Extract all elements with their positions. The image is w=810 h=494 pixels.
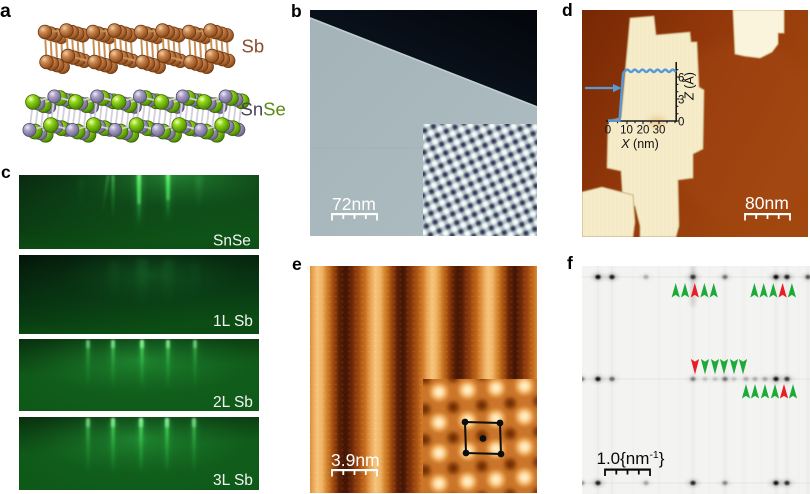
svg-text:10: 10 — [620, 125, 633, 137]
svg-text:72nm: 72nm — [332, 194, 376, 214]
svg-text:30: 30 — [653, 125, 666, 137]
svg-text:1L Sb: 1L Sb — [213, 313, 253, 330]
svg-text:Sb: Sb — [242, 36, 265, 57]
svg-text:3: 3 — [678, 95, 684, 107]
svg-text:20: 20 — [637, 125, 650, 137]
svg-text:1.0{nm-1}: 1.0{nm-1} — [597, 449, 665, 468]
svg-text:SnSe: SnSe — [241, 99, 286, 120]
svg-text:80nm: 80nm — [745, 193, 789, 213]
svg-text:3.9nm: 3.9nm — [331, 450, 380, 470]
svg-text:6: 6 — [678, 73, 684, 85]
svg-text:0: 0 — [605, 125, 611, 137]
svg-text:2L Sb: 2L Sb — [213, 394, 253, 411]
svg-text:Z (Å): Z (Å) — [682, 72, 697, 101]
svg-text:0: 0 — [678, 117, 684, 129]
svg-text:3L Sb: 3L Sb — [213, 472, 253, 489]
svg-text:SnSe: SnSe — [213, 233, 251, 250]
svg-text:X (nm): X (nm) — [620, 137, 659, 151]
